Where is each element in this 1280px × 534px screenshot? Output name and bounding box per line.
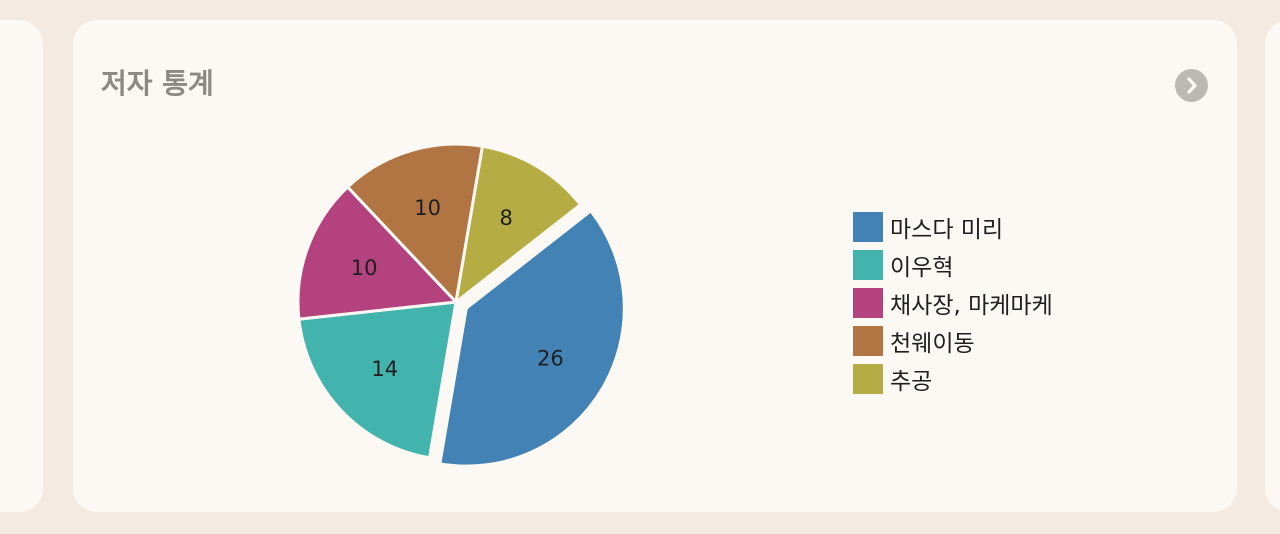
legend-item: 마스다 미리 xyxy=(853,208,1053,246)
pie-slice xyxy=(296,184,460,321)
legend-item: 이우혁 xyxy=(853,246,1053,284)
pie-slice-value-label: 10 xyxy=(414,196,441,220)
pie-slice-value-label: 26 xyxy=(537,346,564,370)
more-button[interactable] xyxy=(1175,69,1208,102)
pie-slice xyxy=(297,300,458,460)
legend-label: 천웨이동 xyxy=(890,331,975,357)
pie-slice-value-label: 10 xyxy=(351,256,378,280)
pie-slice xyxy=(438,208,626,468)
legend-swatch xyxy=(853,288,883,318)
legend-label: 이우혁 xyxy=(890,255,954,281)
legend-swatch xyxy=(853,364,883,394)
pie-slice xyxy=(345,142,485,306)
legend-swatch xyxy=(853,326,883,356)
card-title: 저자 통계 xyxy=(101,67,214,100)
legend-label: 추공 xyxy=(890,369,933,395)
legend-label: 마스다 미리 xyxy=(890,217,1004,243)
legend-item: 추공 xyxy=(853,360,1053,398)
legend-swatch xyxy=(853,250,883,280)
legend-label: 채사장, 마케마케 xyxy=(890,293,1053,319)
pie-chart: 26 14 10 10 8 xyxy=(296,142,626,468)
legend-item: 채사장, 마케마케 xyxy=(853,284,1053,322)
next-card[interactable] xyxy=(1265,20,1280,512)
pie-slice xyxy=(453,144,583,306)
chevron-right-icon xyxy=(1187,77,1197,94)
legend-item: 천웨이동 xyxy=(853,322,1053,360)
legend-swatch xyxy=(853,212,883,242)
pie-slice-value-label: 14 xyxy=(371,357,398,381)
previous-card[interactable] xyxy=(0,20,43,512)
pie-slice-value-label: 8 xyxy=(500,206,513,230)
